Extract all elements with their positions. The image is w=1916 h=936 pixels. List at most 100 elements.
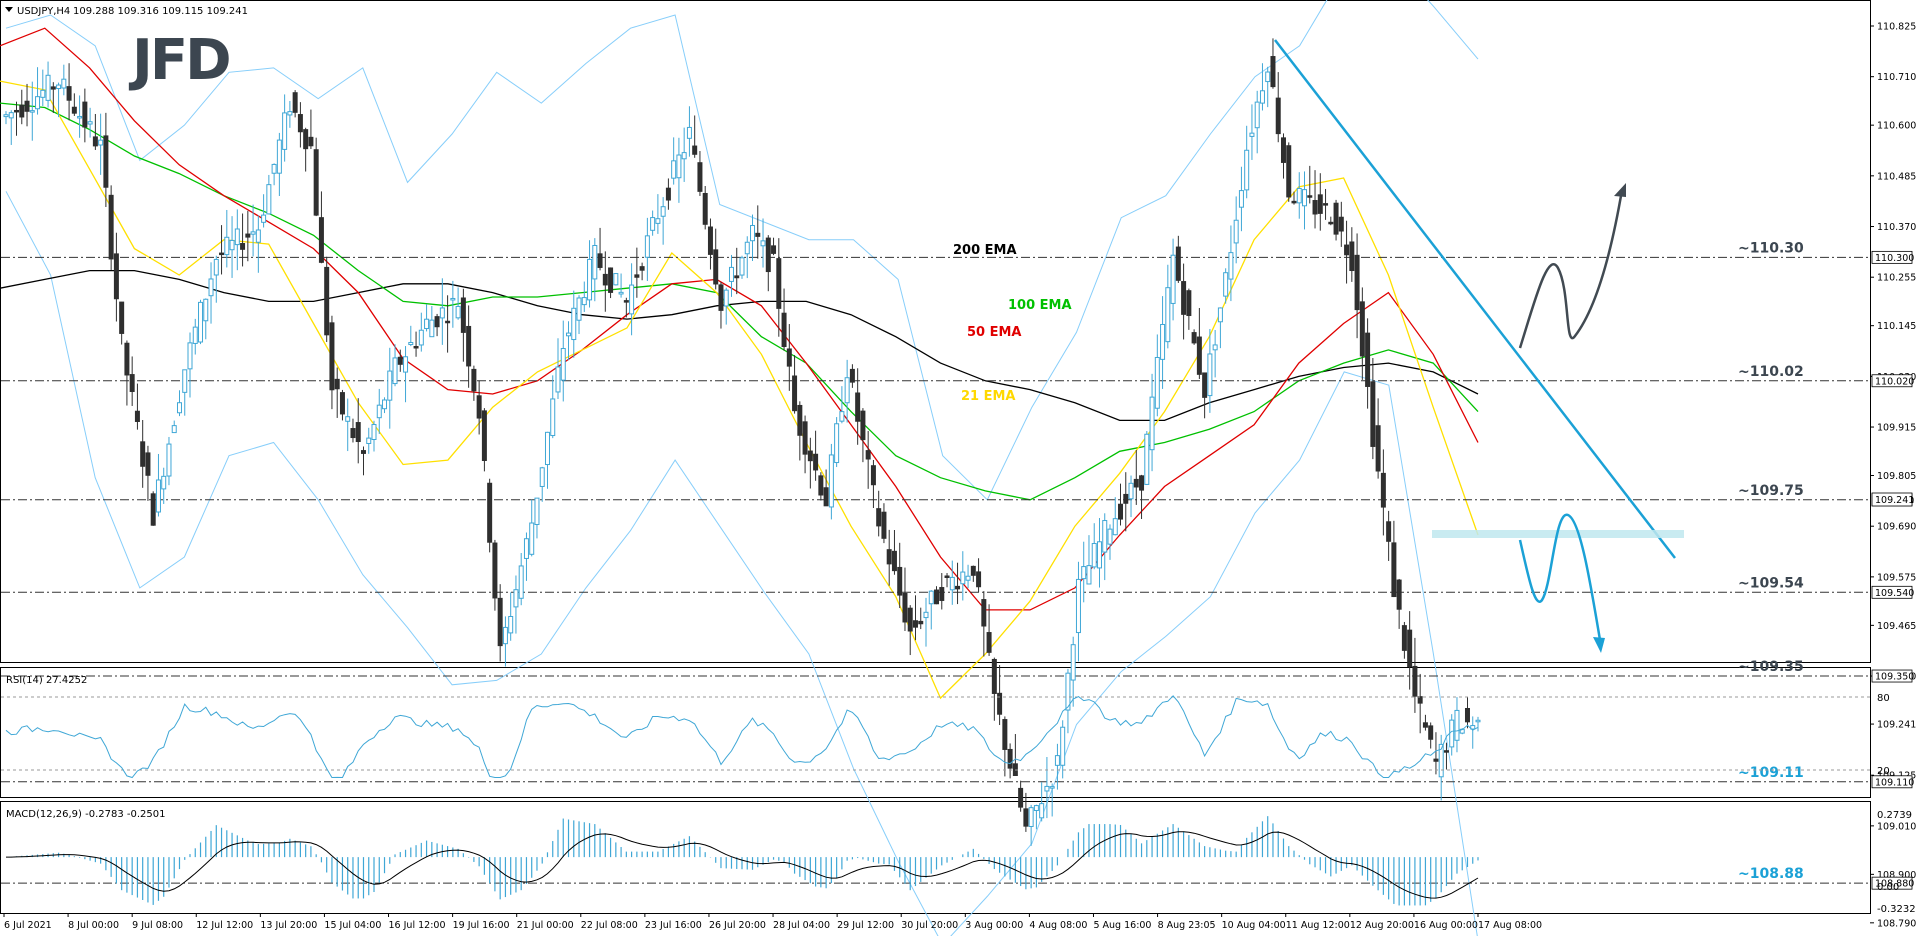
ema21-label: 21 EMA bbox=[961, 389, 1016, 404]
level-label-2: ~109.75 bbox=[1738, 483, 1804, 499]
svg-text:JFD: JFD bbox=[128, 28, 229, 93]
candle-body bbox=[418, 329, 424, 346]
candle-body bbox=[1375, 425, 1381, 472]
candle-body bbox=[1160, 323, 1166, 360]
candle-body bbox=[518, 565, 524, 599]
time-tick-14: 30 Jul 20:00 bbox=[901, 920, 958, 931]
bearish-arrowhead-icon bbox=[1593, 637, 1605, 653]
candle-body bbox=[98, 139, 104, 146]
candle-body bbox=[560, 348, 566, 381]
candle bbox=[707, 218, 713, 270]
candle bbox=[87, 107, 93, 138]
time-tick-0: 6 Jul 2021 bbox=[4, 920, 52, 931]
candle bbox=[129, 356, 135, 406]
candle-body bbox=[308, 136, 314, 147]
candle-body bbox=[1018, 787, 1024, 808]
candle bbox=[681, 127, 687, 182]
candle-body bbox=[1344, 244, 1350, 256]
candle bbox=[339, 389, 345, 421]
level-label-6: ~108.88 bbox=[1738, 866, 1804, 882]
candle bbox=[923, 597, 929, 647]
candle-body bbox=[19, 104, 25, 118]
candle bbox=[1039, 782, 1045, 822]
candle-body bbox=[334, 378, 340, 390]
level-box-text-5: 109.110 bbox=[1875, 777, 1914, 788]
candle bbox=[728, 254, 734, 297]
macd-histogram bbox=[10, 816, 1479, 906]
candle bbox=[1454, 697, 1460, 753]
candle bbox=[802, 415, 808, 474]
candle-body bbox=[855, 392, 861, 422]
symbol-label: USDJPY,H4 bbox=[17, 6, 70, 17]
candle-body bbox=[1118, 503, 1124, 520]
time-tick-7: 19 Jul 16:00 bbox=[453, 920, 510, 931]
candle bbox=[1133, 450, 1139, 505]
candle bbox=[1175, 235, 1181, 283]
price-tick-6: 110.145 bbox=[1877, 321, 1916, 332]
candle-body bbox=[397, 356, 403, 365]
candle-body bbox=[555, 366, 561, 393]
candle-body bbox=[1328, 221, 1334, 225]
candle bbox=[3, 111, 9, 125]
candle-body bbox=[276, 139, 282, 174]
collapse-triangle-icon[interactable] bbox=[5, 7, 13, 12]
candle bbox=[702, 186, 708, 230]
candle-body bbox=[613, 273, 619, 286]
candle bbox=[1470, 716, 1476, 749]
candle-body bbox=[103, 135, 109, 188]
candle-body bbox=[1196, 336, 1202, 375]
candle-body bbox=[771, 245, 777, 254]
macd-panel-frame bbox=[0, 801, 1871, 914]
candle-body bbox=[1386, 521, 1392, 542]
candle-body bbox=[849, 368, 855, 383]
candle bbox=[718, 281, 724, 329]
descending-trend-line bbox=[1274, 39, 1676, 559]
candle bbox=[155, 453, 161, 517]
candle-body bbox=[92, 136, 98, 147]
candle bbox=[460, 288, 466, 362]
candlesticks bbox=[3, 38, 1481, 846]
candle-body bbox=[1107, 528, 1113, 545]
price-tick-14: 109.241 bbox=[1877, 720, 1916, 731]
candle-body bbox=[891, 550, 897, 572]
candle bbox=[1223, 268, 1229, 304]
candle bbox=[1060, 720, 1066, 779]
candle-body bbox=[1202, 372, 1208, 398]
100-ema-line bbox=[0, 102, 1479, 501]
candle-body bbox=[61, 78, 67, 89]
candle bbox=[518, 553, 524, 606]
candle-body bbox=[934, 589, 940, 605]
candle bbox=[1265, 66, 1271, 108]
time-tick-17: 5 Aug 16:00 bbox=[1093, 920, 1151, 931]
time-tick-23: 17 Aug 08:00 bbox=[1478, 920, 1542, 931]
time-tick-18: 8 Aug 23:05 bbox=[1158, 920, 1216, 931]
candle bbox=[1033, 804, 1039, 830]
candle bbox=[166, 436, 172, 486]
candle bbox=[739, 255, 745, 279]
price-tick-0: 110.825 bbox=[1877, 22, 1916, 33]
price-tick-11: 109.575 bbox=[1877, 572, 1916, 583]
candle bbox=[1118, 483, 1124, 526]
candle-body bbox=[1102, 520, 1108, 553]
candle-body bbox=[713, 249, 719, 285]
candle bbox=[560, 320, 566, 402]
candle bbox=[1081, 541, 1087, 603]
candle bbox=[1412, 637, 1418, 713]
candle bbox=[455, 287, 461, 320]
candle bbox=[1323, 188, 1329, 220]
candle bbox=[660, 197, 666, 245]
candle-body bbox=[203, 298, 209, 322]
candle bbox=[198, 299, 204, 345]
candle bbox=[24, 83, 30, 127]
candle-body bbox=[124, 342, 130, 376]
candle bbox=[213, 255, 219, 303]
candle bbox=[134, 383, 140, 430]
candle-body bbox=[155, 479, 161, 513]
candle-body bbox=[939, 587, 945, 601]
level-box-4 bbox=[1871, 669, 1913, 683]
candle-body bbox=[1144, 433, 1150, 485]
candle-body bbox=[907, 607, 913, 632]
candle-body bbox=[487, 482, 493, 543]
candle-body bbox=[618, 291, 624, 295]
